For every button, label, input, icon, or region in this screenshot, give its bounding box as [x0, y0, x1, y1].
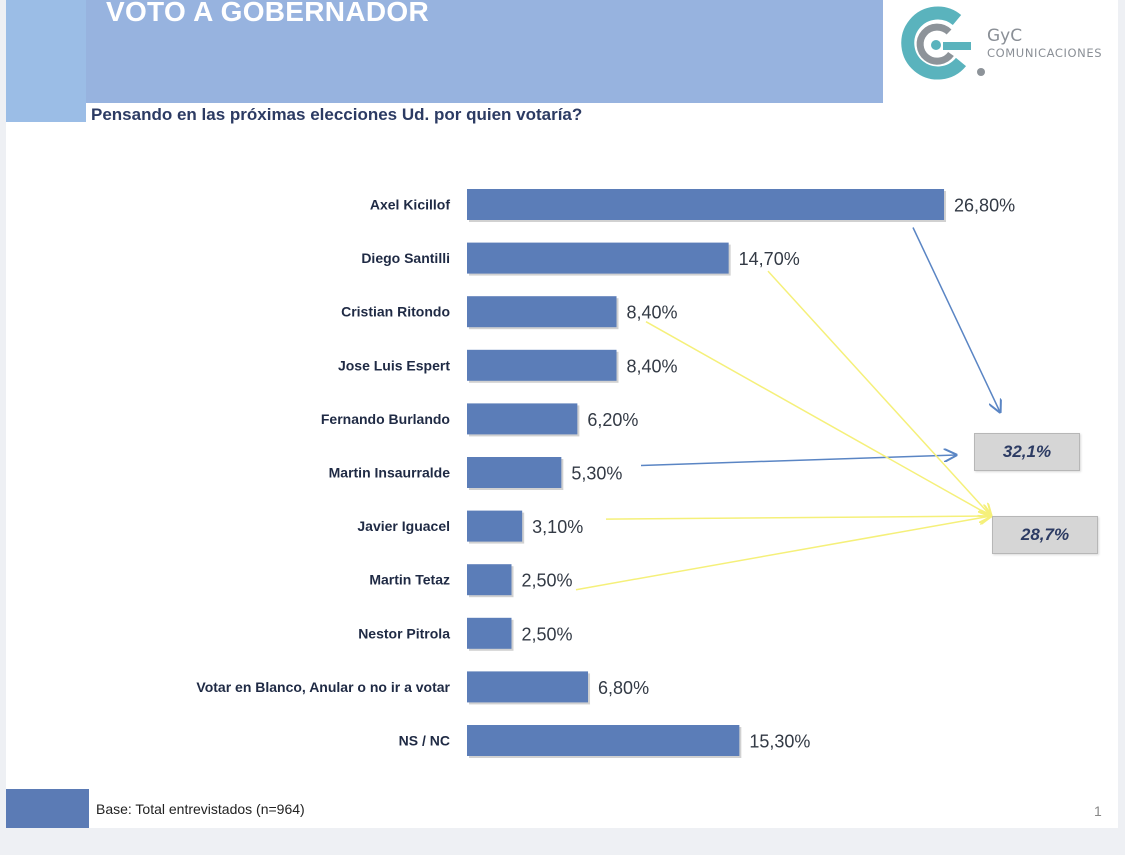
page-number: 1 [1094, 803, 1102, 819]
bar-8 [467, 617, 512, 649]
annotation-total-28: 28,7% [992, 516, 1098, 554]
question-subtitle: Pensando en las próximas elecciones Ud. … [91, 105, 583, 124]
base-note: Base: Total entrevistados (n=964) [96, 801, 305, 817]
arrow-iguacel [605, 516, 991, 519]
bar-10 [467, 725, 740, 756]
value-label: 15,30% [749, 732, 810, 752]
category-label: Martin Insaurralde [329, 465, 451, 481]
category-label: Nestor Pitrola [358, 625, 450, 641]
value-label: 3,10% [532, 517, 583, 537]
category-label: Votar en Blanco, Anular o no ir a votar [196, 679, 450, 695]
logo-text-gyc: GyC [987, 26, 1023, 46]
bar-9 [467, 671, 589, 703]
arrow-ritondo [645, 321, 991, 516]
value-label: 2,50% [522, 624, 573, 644]
category-label: Cristian Ritondo [341, 304, 450, 320]
arrow-insaurralde [640, 455, 956, 467]
value-label: 6,80% [598, 678, 649, 698]
value-label: 14,70% [739, 249, 800, 269]
bar-7 [467, 564, 512, 596]
category-label: Axel Kicillof [370, 197, 450, 213]
header-accent-block [6, 0, 86, 122]
arrow-santilli [767, 270, 991, 516]
bar-chart: Axel Kicillof 26,80% Diego Santilli 14,70% C… [196, 189, 1015, 758]
header-band [86, 0, 883, 103]
bar-6 [467, 510, 523, 542]
gyc-logo-mark-icon [901, 6, 985, 80]
category-label: Jose Luis Espert [338, 357, 450, 373]
value-label: 2,50% [522, 571, 573, 591]
slide: VOTO A GOBERNADOR Pensando en las próxim… [6, 0, 1118, 828]
value-label: 26,80% [954, 196, 1015, 216]
bar-1 [467, 242, 729, 274]
page-title: VOTO A GOBERNADOR [106, 0, 429, 27]
category-label: NS / NC [399, 733, 450, 749]
category-label: Diego Santilli [361, 250, 450, 266]
arrow-tetaz [575, 516, 991, 591]
value-label: 8,40% [627, 356, 678, 376]
value-label: 8,40% [627, 303, 678, 323]
bar-2 [467, 296, 617, 328]
logo-text-comunicaciones: COMUNICACIONES [987, 46, 1103, 60]
category-label: Javier Iguacel [357, 518, 450, 534]
bar-4 [467, 403, 578, 435]
arrow-kicillof [912, 227, 1000, 413]
bar-3 [467, 349, 617, 381]
footer-accent-block [6, 789, 89, 828]
annotation-total-32: 32,1% [974, 433, 1080, 471]
gyc-logo: GyC COMUNICACIONES [899, 4, 1114, 84]
bar-5 [467, 457, 562, 488]
category-label: Fernando Burlando [321, 411, 450, 427]
value-label: 6,20% [587, 410, 638, 430]
bar-0 [467, 189, 945, 220]
category-label: Martin Tetaz [369, 572, 450, 588]
value-label: 5,30% [571, 464, 622, 484]
